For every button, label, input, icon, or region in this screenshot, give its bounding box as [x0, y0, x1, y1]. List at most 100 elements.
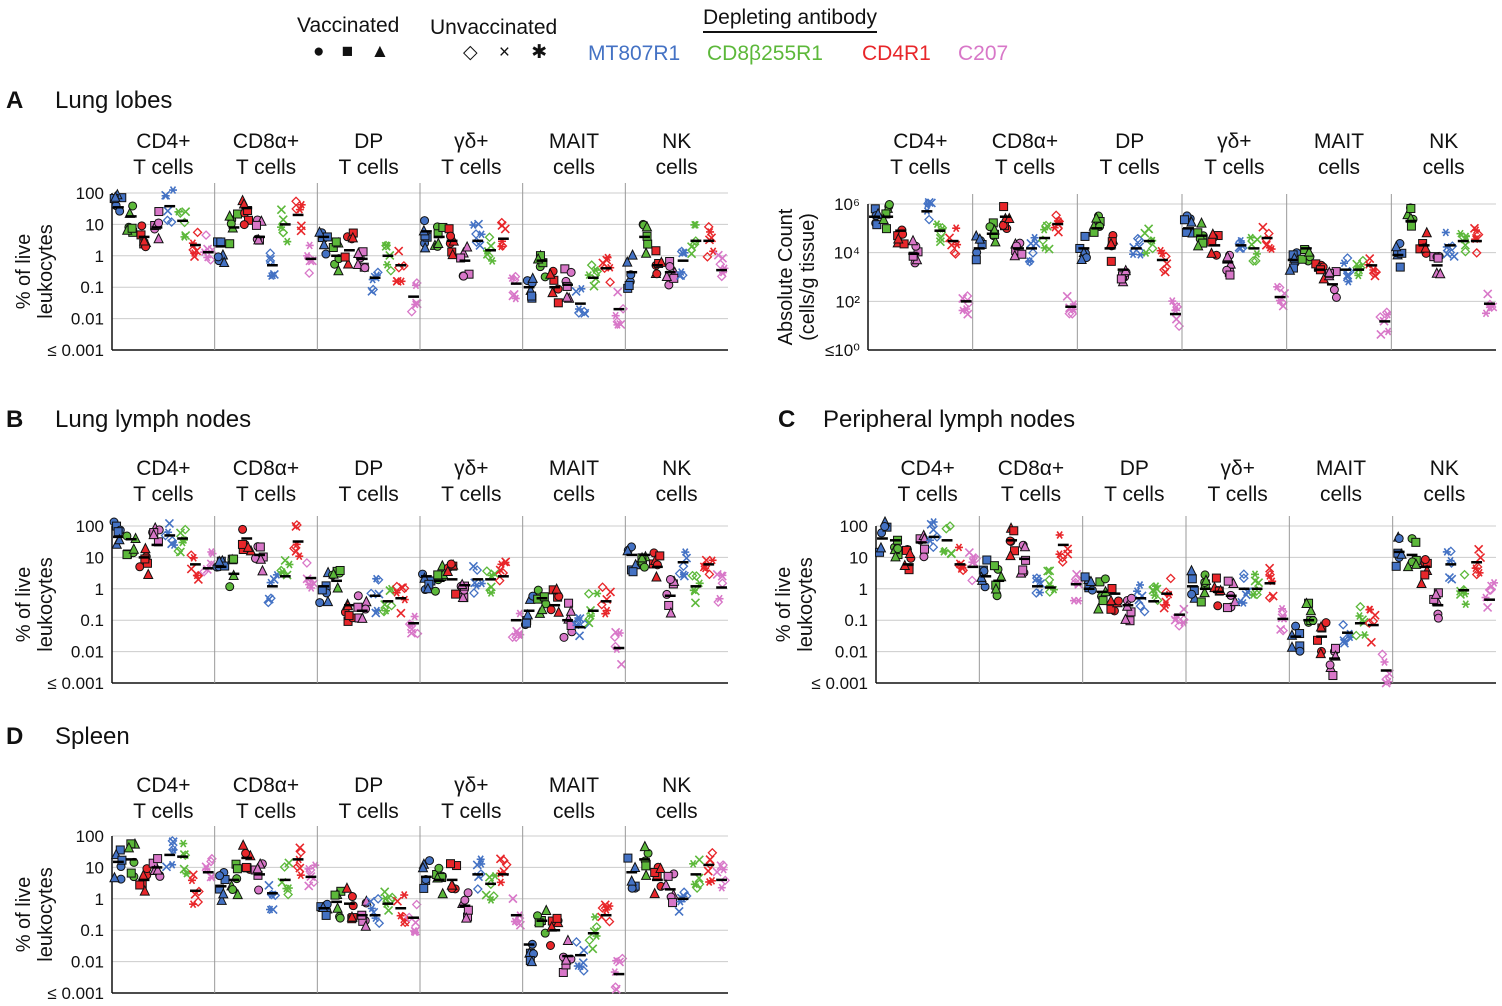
data-point-vaccinated — [1005, 549, 1016, 561]
data-point-unvaccinated — [283, 884, 290, 893]
data-point-vaccinated — [335, 913, 345, 923]
data-point-vaccinated — [878, 213, 889, 224]
group-label-line2: cells — [1423, 156, 1465, 179]
data-point-unvaccinated — [928, 542, 939, 553]
data-point-unvaccinated — [1268, 591, 1278, 601]
data-point-unvaccinated — [175, 528, 186, 538]
data-point-unvaccinated — [296, 226, 306, 236]
data-point-vaccinated — [1093, 602, 1104, 614]
data-point-unvaccinated — [1237, 236, 1244, 245]
data-point-unvaccinated — [613, 287, 623, 297]
data-point-unvaccinated — [484, 232, 495, 243]
data-point-unvaccinated — [1169, 297, 1176, 306]
data-point-vaccinated — [433, 570, 443, 580]
data-point-unvaccinated — [1043, 566, 1053, 576]
data-point-unvaccinated — [1133, 587, 1141, 596]
data-point-vaccinated — [237, 539, 247, 549]
data-point-unvaccinated — [189, 900, 197, 909]
data-point-unvaccinated — [193, 574, 203, 584]
data-point-unvaccinated — [589, 281, 599, 291]
group-label-line1: CD8α+ — [998, 457, 1064, 480]
y-tick-label: 0.1 — [80, 611, 104, 630]
data-point-vaccinated — [1196, 597, 1206, 607]
data-point-vaccinated — [135, 880, 145, 890]
data-point-vaccinated — [628, 567, 638, 577]
data-point-unvaccinated — [396, 608, 406, 618]
data-point-vaccinated — [1396, 548, 1407, 559]
data-point-unvaccinated — [1248, 256, 1259, 266]
group-label-line1: CD4+ — [136, 457, 190, 480]
data-point-vaccinated — [136, 230, 146, 240]
data-point-vaccinated — [1206, 247, 1217, 258]
data-point-unvaccinated — [286, 560, 293, 569]
panel-letter-a: A — [6, 87, 24, 114]
data-point-unvaccinated — [678, 561, 689, 572]
data-point-unvaccinated — [1342, 253, 1353, 263]
data-point-unvaccinated — [1357, 255, 1368, 266]
data-point-unvaccinated — [511, 917, 519, 926]
data-point-unvaccinated — [591, 912, 599, 921]
data-point-unvaccinated — [301, 558, 312, 568]
data-point-unvaccinated — [1053, 227, 1063, 237]
data-point-unvaccinated — [469, 588, 479, 598]
data-point-vaccinated — [1192, 239, 1204, 251]
data-point-vaccinated — [446, 878, 458, 890]
data-point-unvaccinated — [478, 230, 485, 239]
data-point-unvaccinated — [1381, 658, 1388, 666]
data-point-unvaccinated — [473, 581, 480, 590]
data-point-vaccinated — [114, 533, 125, 545]
data-point-vaccinated — [540, 904, 552, 915]
data-point-vaccinated — [216, 894, 228, 905]
data-point-unvaccinated — [611, 968, 618, 977]
data-point-unvaccinated — [1142, 249, 1150, 257]
data-point-vaccinated — [1305, 604, 1317, 616]
data-point-unvaccinated — [164, 518, 174, 528]
data-point-vaccinated — [1395, 262, 1405, 272]
data-point-unvaccinated — [1364, 618, 1375, 629]
data-point-unvaccinated — [1129, 250, 1137, 259]
data-point-vaccinated — [641, 861, 651, 871]
data-point-unvaccinated — [1139, 606, 1150, 617]
data-point-unvaccinated — [175, 207, 182, 216]
data-point-unvaccinated — [707, 847, 718, 858]
data-point-vaccinated — [241, 848, 251, 858]
data-point-unvaccinated — [397, 911, 404, 920]
data-point-unvaccinated — [689, 859, 697, 868]
data-point-vaccinated — [1286, 629, 1298, 640]
data-point-unvaccinated — [717, 578, 728, 589]
data-point-vaccinated — [228, 885, 238, 895]
data-point-unvaccinated — [1384, 327, 1392, 336]
data-point-unvaccinated — [401, 891, 408, 899]
y-tick-label: 10² — [835, 292, 860, 311]
data-point-unvaccinated — [1044, 574, 1055, 585]
data-point-unvaccinated — [690, 586, 697, 595]
data-point-unvaccinated — [716, 271, 727, 282]
data-point-unvaccinated — [1266, 571, 1273, 580]
data-point-vaccinated — [1021, 555, 1031, 565]
data-point-unvaccinated — [1351, 630, 1362, 641]
data-point-vaccinated — [459, 271, 469, 281]
data-point-unvaccinated — [278, 215, 288, 225]
legend-unvaccinated-symbols: ◇ × ✱ — [463, 42, 556, 63]
data-point-unvaccinated — [366, 588, 377, 599]
data-point-unvaccinated — [935, 233, 946, 243]
data-point-vaccinated — [140, 542, 151, 554]
group-label-line1: γδ+ — [1217, 130, 1251, 153]
data-point-unvaccinated — [291, 546, 301, 556]
data-point-unvaccinated — [1471, 247, 1482, 258]
data-point-unvaccinated — [484, 872, 495, 882]
data-point-vaccinated — [444, 224, 454, 234]
data-point-vaccinated — [225, 239, 235, 249]
data-point-unvaccinated — [967, 575, 978, 586]
data-point-unvaccinated — [1490, 578, 1498, 587]
data-point-vaccinated — [1291, 621, 1301, 631]
data-point-unvaccinated — [1152, 595, 1163, 606]
data-point-unvaccinated — [373, 574, 384, 585]
data-point-unvaccinated — [1075, 596, 1082, 605]
data-point-vaccinated — [1433, 253, 1443, 263]
panel-letter-d: D — [6, 723, 24, 750]
data-point-vaccinated — [974, 233, 986, 244]
y-tick-label: 100 — [76, 184, 104, 203]
data-point-vaccinated — [1009, 249, 1021, 261]
data-point-unvaccinated — [1365, 254, 1375, 264]
